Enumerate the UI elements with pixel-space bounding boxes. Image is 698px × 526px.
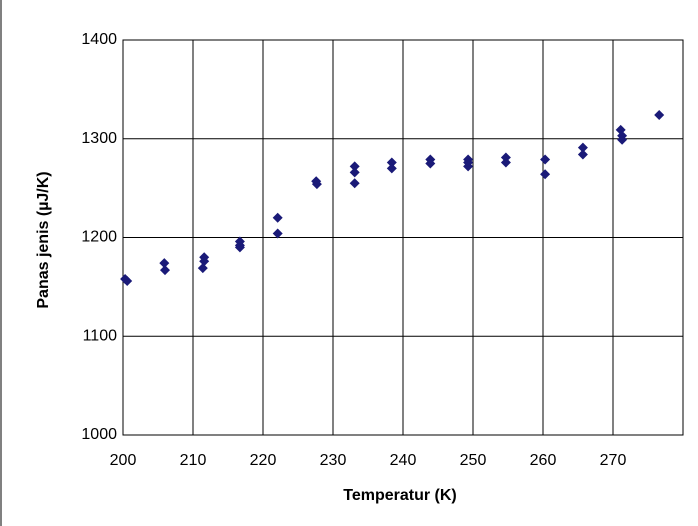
data-point: [199, 256, 210, 267]
data-point: [425, 158, 436, 169]
x-tick-label: 240: [390, 452, 417, 469]
x-tick-label: 200: [110, 452, 137, 469]
data-point: [349, 178, 360, 189]
x-tick-label: 270: [600, 452, 627, 469]
data-point: [617, 134, 628, 145]
data-point: [500, 157, 511, 168]
data-point: [386, 157, 397, 168]
x-tick-label: 230: [320, 452, 347, 469]
data-point: [540, 169, 551, 180]
x-tick-label: 260: [530, 452, 557, 469]
data-point: [386, 163, 397, 174]
y-tick-label: 1000: [81, 426, 117, 443]
y-tick-label: 1100: [83, 327, 118, 344]
data-point: [160, 265, 170, 276]
x-tick-label: 220: [250, 452, 277, 469]
y-tick-label: 1400: [81, 31, 117, 48]
y-tick-label: 1300: [81, 130, 117, 147]
y-tick-label: 1200: [81, 229, 117, 246]
data-point: [122, 275, 133, 286]
data-point: [159, 258, 170, 269]
x-tick-label: 210: [180, 452, 207, 469]
data-point: [540, 154, 551, 165]
data-point: [463, 161, 474, 172]
data-point: [272, 212, 283, 223]
data-point: [577, 149, 588, 160]
data-point: [234, 242, 245, 253]
x-axis-title: Temperatur (K): [343, 487, 457, 504]
data-point: [577, 142, 588, 153]
data-point: [311, 179, 322, 190]
y-axis-title: Panas jenis (µJ/K): [35, 171, 52, 308]
data-point: [272, 228, 283, 239]
data-point: [197, 263, 208, 274]
data-point: [349, 167, 360, 178]
data-point: [349, 161, 360, 172]
data-point: [654, 110, 665, 121]
x-tick-label: 250: [460, 452, 487, 469]
